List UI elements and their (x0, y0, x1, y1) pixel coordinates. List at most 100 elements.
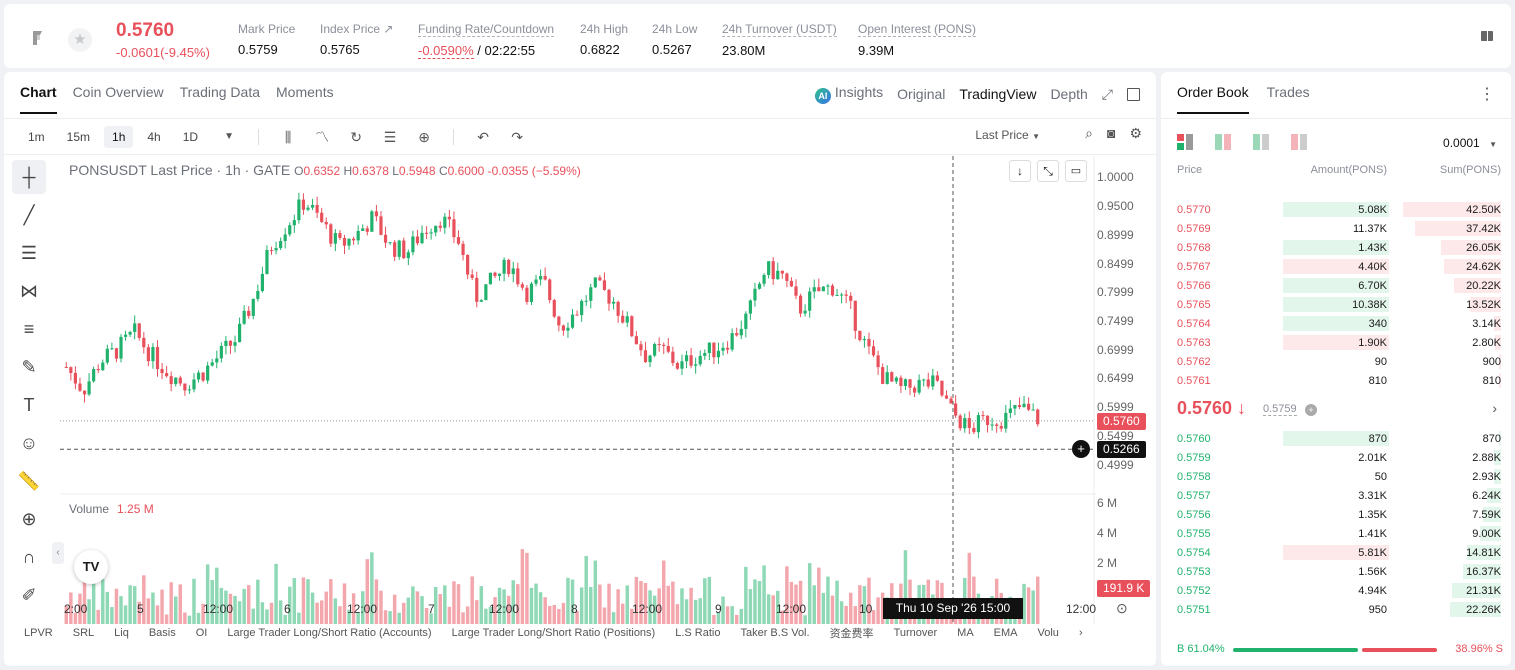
tab-chart[interactable]: Chart (20, 84, 57, 114)
orderbook-row[interactable]: 0.5755 1.41K 9.00K (1161, 524, 1511, 543)
maximize-icon[interactable]: ▭ (1065, 160, 1087, 182)
indicator-item[interactable]: EMA (993, 627, 1018, 639)
templates-icon[interactable]: ☰ (383, 129, 397, 145)
brush-icon[interactable]: ✎ (21, 356, 37, 377)
precision-select[interactable]: 0.0001 ▼ (1443, 136, 1497, 150)
more-icon[interactable]: ⋮ (1479, 86, 1495, 103)
tab-tradingview[interactable]: TradingView (959, 86, 1037, 102)
replay-icon[interactable]: ↻ (350, 129, 362, 145)
ruler-icon[interactable]: 📏 (17, 470, 41, 491)
orderbook-row[interactable]: 0.5760 870 870 (1161, 429, 1511, 448)
horizontal-lines-icon[interactable]: ☰ (20, 242, 38, 263)
tab-original[interactable]: Original (897, 86, 946, 102)
stat-index-price[interactable]: Index Price ↗ 0.5765 (320, 22, 394, 57)
tab-trading-data[interactable]: Trading Data (179, 84, 261, 100)
tab-depth[interactable]: Depth (1050, 86, 1088, 102)
timeframe-1m[interactable]: 1m (28, 130, 45, 144)
collapse-toolbar-icon[interactable]: ‹ (52, 542, 64, 564)
chevron-right-icon[interactable]: › (1492, 400, 1497, 416)
trendline-icon[interactable]: ╱ (23, 204, 35, 225)
pattern-icon[interactable]: ⋈ (20, 280, 38, 301)
view-both-icon[interactable] (1177, 134, 1193, 150)
orderbook-row[interactable]: 0.5754 5.81K 14.81K (1161, 543, 1511, 562)
view-mixed-icon[interactable] (1215, 134, 1231, 150)
indicator-item[interactable]: Liq (114, 627, 129, 639)
orderbook-row[interactable]: 0.5763 1.90K 2.80K (1161, 333, 1511, 352)
tab-order-book[interactable]: Order Book (1177, 84, 1249, 114)
indicators-icon[interactable]: 〽 (315, 129, 330, 145)
arrow-down-icon[interactable]: ↓ (1009, 160, 1031, 182)
favorite-star-icon[interactable]: ★ (68, 28, 92, 52)
orderbook-row[interactable]: 0.5764 340 3.14K (1161, 314, 1511, 333)
window-icon[interactable] (1127, 87, 1140, 101)
orderbook-row[interactable]: 0.5753 1.56K 16.37K (1161, 562, 1511, 581)
orderbook-row[interactable]: 0.5756 1.35K 7.59K (1161, 505, 1511, 524)
indicator-item[interactable]: SRL (72, 627, 95, 639)
collapse-icon[interactable]: ⤡ (1037, 160, 1059, 182)
orderbook-row[interactable]: 0.5761 810 810 (1161, 371, 1511, 390)
orderbook-row[interactable]: 0.5758 50 2.93K (1161, 467, 1511, 486)
reset-icon[interactable]: ⊙ (1116, 600, 1128, 616)
mark-price: 0.5759 (1263, 403, 1297, 416)
pencil-lock-icon[interactable]: ✐ (21, 584, 37, 605)
timeframe-1d[interactable]: 1D (182, 130, 199, 144)
view-asks-icon[interactable] (1291, 134, 1307, 150)
candle-body (539, 276, 543, 280)
indicator-item[interactable]: OI (195, 627, 208, 639)
orderbook-row[interactable]: 0.5770 5.08K 42.50K (1161, 200, 1511, 219)
orderbook-row[interactable]: 0.5751 950 22.26K (1161, 600, 1511, 619)
tab-coin-overview[interactable]: Coin Overview (72, 84, 164, 100)
tab-moments[interactable]: Moments (276, 84, 334, 100)
search-icon[interactable]: ⌕ (1085, 125, 1093, 141)
orderbook-row[interactable]: 0.5767 4.40K 24.62K (1161, 257, 1511, 276)
indicator-item[interactable]: Large Trader Long/Short Ratio (Positions… (451, 627, 656, 639)
indicator-item[interactable]: Turnover (893, 627, 938, 639)
orderbook-row[interactable]: 0.5759 2.01K 2.88K (1161, 448, 1511, 467)
indicator-item[interactable]: L.S Ratio (675, 627, 721, 639)
fib-icon[interactable]: ≡ (23, 318, 35, 339)
tab-insights[interactable]: AI Insights (814, 84, 883, 104)
book-icon[interactable] (1479, 28, 1495, 44)
indicator-item[interactable]: 资金费率 (829, 628, 874, 640)
orderbook-row[interactable]: 0.5766 6.70K 20.22K (1161, 276, 1511, 295)
tab-trades[interactable]: Trades (1266, 84, 1310, 100)
candle-type-icon[interactable]: ⫼ (284, 129, 292, 145)
magnet-icon[interactable]: ∩ (22, 546, 36, 567)
orderbook-row[interactable]: 0.5752 4.94K 21.31K (1161, 581, 1511, 600)
indicator-item[interactable]: MA (957, 627, 974, 639)
text-icon[interactable]: T (23, 394, 35, 415)
orderbook-row[interactable]: 0.5769 11.37K 37.42K (1161, 219, 1511, 238)
last-price-select[interactable]: Last Price ▼ (975, 128, 1040, 142)
expand-icon[interactable]: ⤢ (1101, 85, 1113, 102)
orderbook-row[interactable]: 0.5757 3.31K 6.24K (1161, 486, 1511, 505)
timeframe-4h[interactable]: 4h (147, 130, 161, 144)
chevron-right-icon[interactable]: › (1078, 627, 1083, 639)
indicator-item[interactable]: Basis (148, 627, 176, 639)
indicator-item[interactable]: Taker B.S Vol. (740, 627, 810, 639)
emoji-icon[interactable]: ☺ (19, 432, 39, 453)
crosshair-icon[interactable]: ┼ (12, 160, 46, 194)
indicator-item[interactable]: Volu (1037, 627, 1059, 639)
camera-icon[interactable]: ◙ (1106, 125, 1116, 141)
indicator-item[interactable]: LPVR (24, 627, 53, 639)
orderbook-row[interactable]: 0.5762 90 900 (1161, 352, 1511, 371)
zoom-in-icon[interactable]: ⊕ (21, 508, 37, 529)
orderbook-row[interactable]: 0.5768 1.43K 26.05K (1161, 238, 1511, 257)
candlestick-chart[interactable] (60, 156, 1096, 624)
chevron-down-icon[interactable]: ▼ (224, 131, 235, 142)
indicator-item[interactable]: Large Trader Long/Short Ratio (Accounts) (227, 627, 432, 639)
volume-tick: 6 M (1097, 496, 1118, 510)
gear-icon[interactable]: ⚙ (1129, 125, 1142, 141)
orderbook-row[interactable]: 0.5765 10.38K 13.52K (1161, 295, 1511, 314)
tradingview-logo[interactable]: TV (74, 550, 108, 584)
info-icon[interactable]: + (1305, 404, 1317, 416)
add-indicator-icon[interactable]: ⊕ (418, 129, 430, 145)
timeframe-1h[interactable]: 1h (104, 126, 134, 148)
undo-icon[interactable]: ↶ (477, 129, 489, 145)
redo-icon[interactable]: ↷ (511, 129, 523, 145)
candle-body (165, 373, 169, 377)
row-price: 0.5762 (1177, 356, 1211, 368)
timeframe-15m[interactable]: 15m (66, 130, 91, 144)
add-alert-icon[interactable]: + (1072, 440, 1090, 459)
view-bids-icon[interactable] (1253, 134, 1269, 150)
